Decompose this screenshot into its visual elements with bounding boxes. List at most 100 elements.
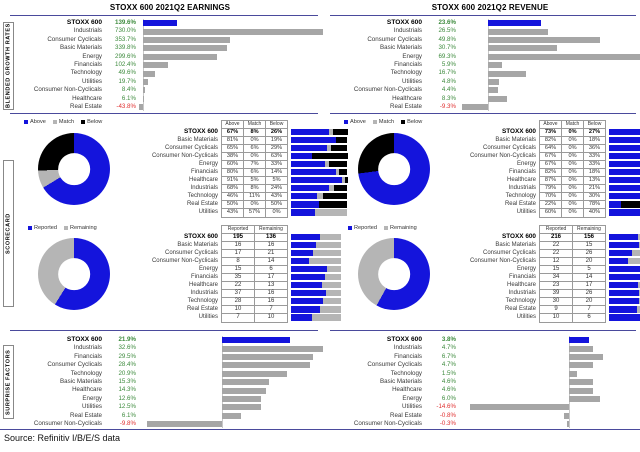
stacked-bar-track (291, 257, 341, 265)
growth-earnings-table: STOXX 600 139.6% Industrials 730.0% Consumer… (16, 19, 323, 112)
category-label: Basic Materials (380, 377, 422, 385)
category-label: STOXX 600 (66, 19, 102, 26)
bar-reported (291, 257, 310, 264)
category-label: Real Estate (390, 102, 422, 110)
bar-below (330, 144, 347, 151)
stacked-bar-track (291, 249, 341, 257)
bar-track (459, 52, 640, 61)
stacked-bar-track (609, 233, 640, 241)
chart-row: Technology 49.6% (16, 69, 316, 78)
table-row: Consumer Non-Cyclicals 67% 0% 33% (458, 151, 640, 161)
category-label: Healthcare (72, 386, 102, 394)
chart-row: Consumer Non-Cyclicals -0.3% (336, 419, 636, 429)
category-label: Utilities (402, 403, 422, 411)
table-cell: 0% (265, 208, 288, 218)
bar-match (335, 168, 340, 176)
category-label: Basic Materials (60, 44, 102, 52)
stacked-bar-track (609, 144, 640, 152)
bar-above (291, 128, 329, 135)
chart-row: Consumer Non-Cyclicals -9.8% (16, 419, 316, 429)
zero-axis (142, 102, 144, 112)
value-label: 28.4% (118, 361, 136, 369)
value-label: 49.8% (438, 35, 456, 43)
table-row: Basic Materials 22 15 (458, 240, 640, 250)
chart-row: Energy 69.3% (336, 52, 640, 61)
bar (488, 53, 640, 60)
bar-track (459, 377, 636, 387)
chart-row: Financials 5.9% (336, 60, 636, 70)
category-label: Basic Materials (495, 241, 536, 248)
zero-axis (221, 419, 223, 429)
bar (221, 337, 290, 344)
table-row: Utilities 43% 57% 0% (140, 208, 347, 218)
section-label-scorecard: SCORECARD (3, 160, 14, 307)
category-label: STOXX 600 (184, 127, 218, 135)
column-header: Match (561, 120, 584, 128)
table-row: Technology 46% 11% 43% (140, 192, 347, 202)
bar-above (609, 168, 640, 176)
bar-remaining (322, 282, 341, 289)
bar-track (139, 386, 316, 395)
category-label: Basic Materials (380, 44, 422, 52)
chart-row: Healthcare 14.3% (16, 386, 316, 395)
legend-swatch (372, 120, 377, 124)
value-label: -9.3% (439, 102, 456, 110)
chart-row: Technology 20.9% (16, 369, 316, 378)
bar-below (322, 193, 347, 200)
reported-earnings-table: Reported Remaining STOXX 600 195 136 Basic Ma… (140, 225, 341, 323)
category-label: Real Estate (70, 102, 102, 110)
bar (567, 421, 570, 428)
bar-above (291, 136, 337, 143)
value-label: 23.6% (438, 19, 456, 26)
value-label: 26.5% (438, 27, 456, 35)
bar-track (459, 94, 636, 103)
category-label: Consumer Non-Cyclicals (33, 419, 102, 427)
value-label: 6.0% (441, 394, 456, 402)
chart-row: Technology 1.5% (336, 369, 636, 378)
zero-axis (488, 102, 490, 112)
stacked-bar-track (291, 313, 341, 321)
value-label: 32.6% (118, 344, 136, 352)
category-label: Utilities (198, 209, 218, 216)
legend-swatch (344, 120, 348, 124)
legend-label: Match (58, 119, 75, 125)
table-cell: 43% (221, 208, 244, 218)
legend-label: Below (407, 119, 423, 125)
column-header: Below (265, 120, 288, 128)
category-label: Consumer Cyclicals (164, 144, 218, 151)
category-label: Consumer Cyclicals (47, 361, 102, 369)
category-label: Financials (190, 168, 218, 175)
legend-label: Below (87, 119, 103, 125)
bar-remaining (316, 241, 341, 248)
bar-track (139, 44, 316, 53)
bar-reported (609, 273, 640, 281)
divider-source (0, 429, 640, 430)
bar-track (139, 35, 316, 45)
column-header: Reported (221, 225, 255, 233)
category-label: Financials (74, 60, 102, 68)
table-cell: 0% (561, 208, 584, 218)
category-label: STOXX 600 (66, 336, 102, 343)
bar (142, 28, 323, 35)
value-label: 4.6% (441, 386, 456, 394)
surprise-revenue-table: STOXX 600 3.8% Industrials 4.7% Financials 6.… (336, 336, 636, 429)
category-label: Industrials (508, 290, 536, 297)
bar (221, 379, 270, 386)
bar-track (139, 86, 316, 95)
legend-item: Match (372, 119, 394, 125)
header-spacer (458, 225, 539, 233)
bar-remaining (325, 290, 341, 297)
stacked-bar-track (609, 192, 640, 200)
category-label: Consumer Cyclicals (482, 144, 536, 151)
chart-row: Industrials 26.5% (336, 27, 636, 36)
table-row: Industrials 39 26 (458, 289, 640, 299)
bar-track (139, 403, 316, 412)
category-label: Healthcare (506, 177, 536, 184)
table-row: Healthcare 91% 5% 5% (140, 176, 348, 186)
stacked-bar-track (609, 208, 640, 216)
value-label: 339.8% (115, 44, 136, 52)
legend-reported-earnings: Reported Remaining (28, 225, 97, 231)
column-header: Remaining (254, 225, 288, 233)
bar (142, 45, 227, 52)
category-label: Energy (198, 160, 218, 167)
